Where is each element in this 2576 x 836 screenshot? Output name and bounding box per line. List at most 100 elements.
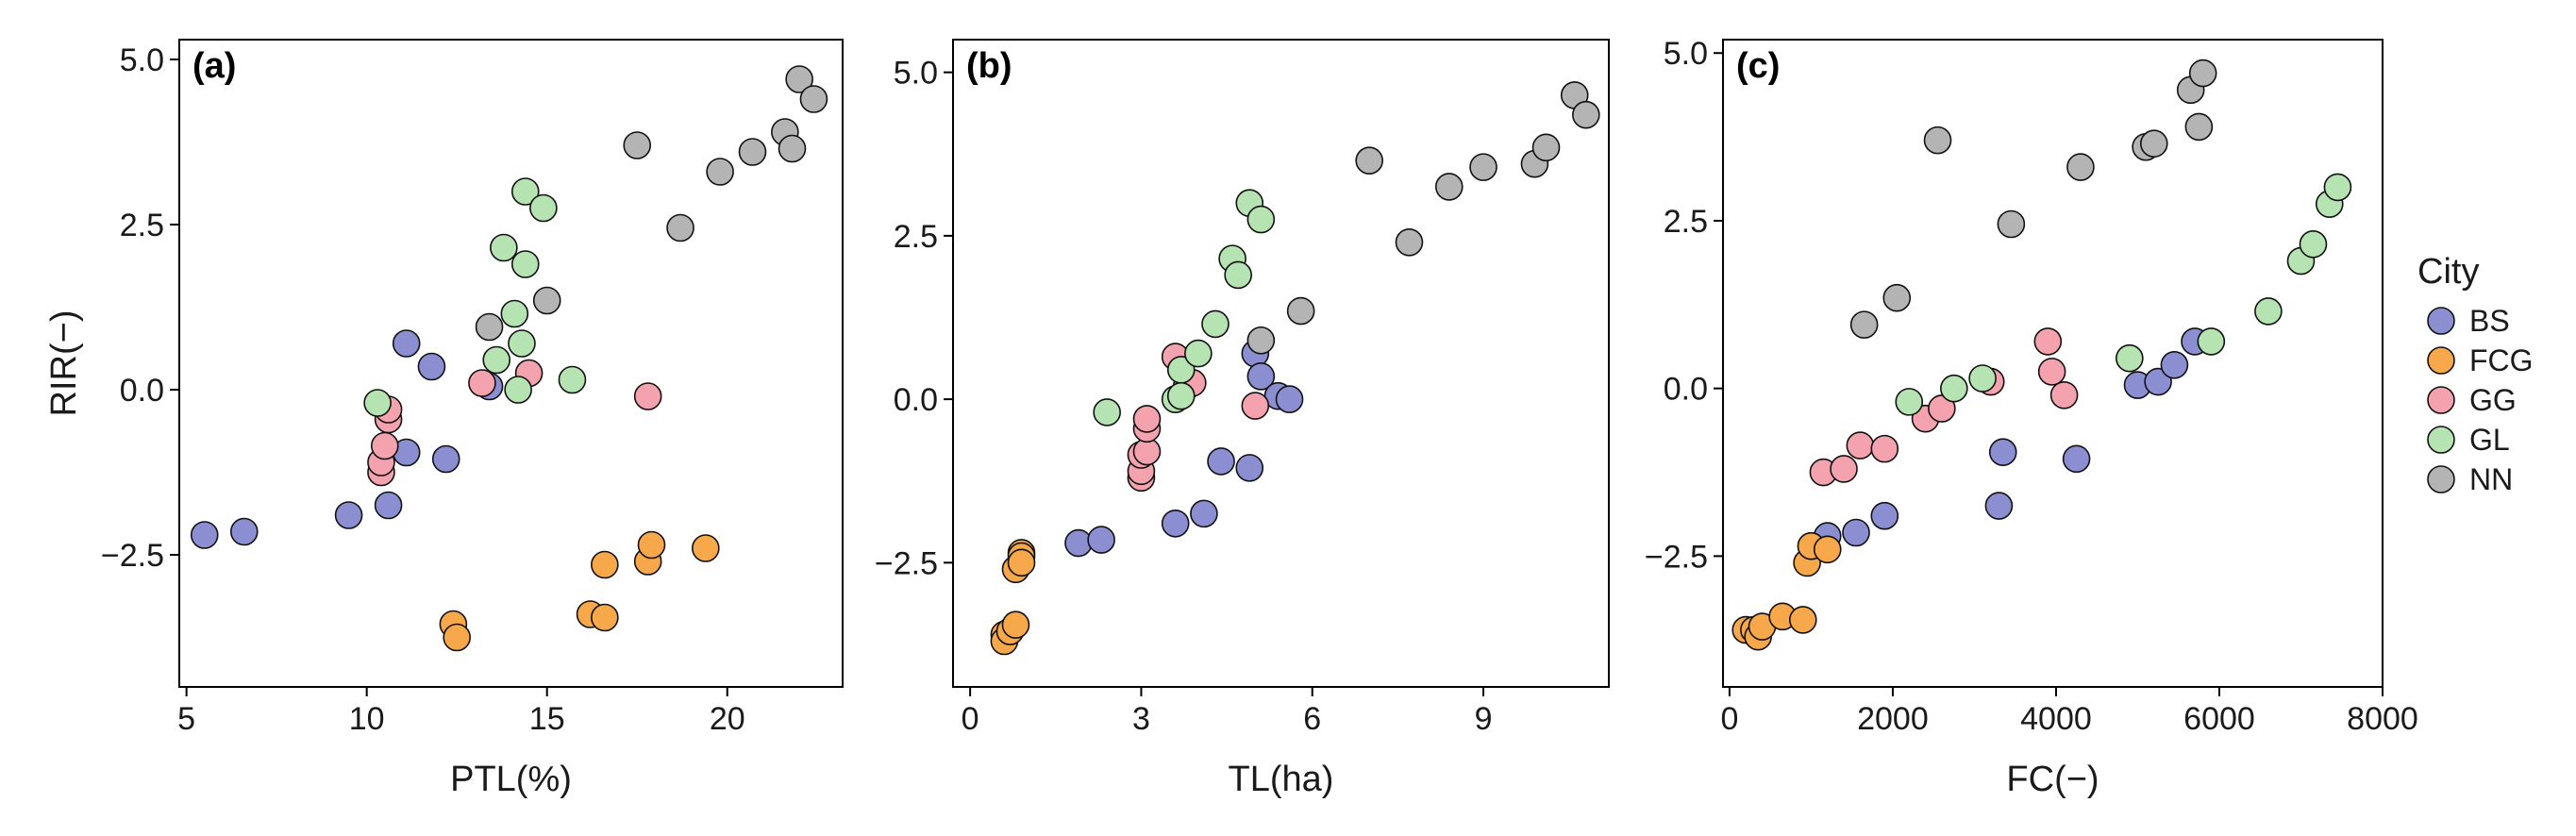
y-tick-label: −2.5 xyxy=(875,545,938,581)
y-tick-label: 0.0 xyxy=(120,373,164,409)
data-point xyxy=(532,286,561,315)
data-point xyxy=(2139,129,2168,158)
data-point xyxy=(2299,230,2328,259)
data-point xyxy=(334,501,363,529)
plot-frame xyxy=(952,39,1610,688)
data-point xyxy=(500,299,529,328)
series-fcg xyxy=(439,530,720,652)
data-point xyxy=(799,85,828,113)
data-point xyxy=(1531,133,1561,162)
data-point xyxy=(637,530,666,560)
y-tick-label: 2.5 xyxy=(120,208,164,243)
x-tick-label: 8000 xyxy=(2347,701,2418,737)
x-axis-title: TL(ha) xyxy=(1229,760,1334,799)
data-point xyxy=(482,345,511,375)
x-tick-label: 6000 xyxy=(2183,701,2255,737)
legend-title: City xyxy=(2417,252,2479,292)
data-point xyxy=(1132,405,1162,433)
data-point xyxy=(1241,392,1270,420)
data-point xyxy=(2254,297,2283,326)
legend-marker xyxy=(2427,386,2455,414)
data-point xyxy=(417,352,446,381)
legend-marker xyxy=(2427,426,2455,454)
plot-frame xyxy=(178,39,844,688)
series-gg xyxy=(367,359,662,487)
data-point xyxy=(1928,394,1956,423)
data-point xyxy=(529,193,558,223)
series-gl xyxy=(1895,173,2352,416)
legend-label: NN xyxy=(2469,462,2513,496)
legend-label: FCG xyxy=(2469,343,2534,377)
data-point xyxy=(1246,326,1276,355)
data-point xyxy=(1846,431,1875,460)
series-nn xyxy=(1849,59,2217,339)
data-point xyxy=(2066,153,2095,181)
series-nn xyxy=(475,65,828,342)
x-tick-label: 2000 xyxy=(1857,701,1929,737)
x-tick-label: 15 xyxy=(529,701,565,737)
data-point xyxy=(1395,228,1424,257)
data-point xyxy=(2323,173,2352,202)
plot-frame xyxy=(1722,39,2384,688)
legend-marker xyxy=(2427,465,2455,493)
data-point xyxy=(558,365,587,394)
data-point xyxy=(1895,388,1924,416)
data-point xyxy=(2144,367,2172,396)
data-point xyxy=(1434,173,1464,201)
series-fcg xyxy=(990,539,1036,656)
data-point xyxy=(1984,492,2014,520)
data-point xyxy=(1184,339,1213,368)
data-point xyxy=(490,233,518,262)
data-point xyxy=(623,131,652,159)
data-point xyxy=(738,138,767,166)
data-point xyxy=(1201,309,1229,339)
panel-b: 0 3 6 9 −2.5 0.0 2.5 5.0 (b) TL(ha) xyxy=(875,39,1610,799)
data-point xyxy=(706,158,734,186)
legend-entry-gg: GG xyxy=(2427,383,2517,417)
data-point xyxy=(1275,385,1304,413)
legend: City BS FCG GG GL NN xyxy=(2417,252,2534,496)
data-point xyxy=(2033,327,2063,356)
data-point xyxy=(468,369,496,397)
data-point xyxy=(1870,434,1899,463)
data-point xyxy=(508,329,536,358)
data-point xyxy=(1161,509,1190,538)
data-point xyxy=(475,312,504,342)
data-point xyxy=(1997,209,2026,239)
data-point xyxy=(1940,374,1968,403)
x-tick-label: 5 xyxy=(177,701,195,737)
data-point xyxy=(1224,260,1252,290)
y-tick-label: −2.5 xyxy=(101,538,164,574)
data-point xyxy=(392,329,421,358)
y-tick-label: 5.0 xyxy=(120,42,164,78)
data-point xyxy=(1001,610,1030,639)
x-tick-label: 3 xyxy=(1132,701,1150,737)
y-tick-label: 0.0 xyxy=(1664,372,1708,408)
data-point xyxy=(1830,455,1858,483)
data-point xyxy=(1788,606,1817,634)
data-point xyxy=(2188,59,2217,88)
data-point xyxy=(1849,310,1879,339)
legend-entry-fcg: FCG xyxy=(2427,343,2534,377)
x-tick-label: 20 xyxy=(710,701,745,737)
data-point xyxy=(2197,327,2226,356)
y-tick-label: 2.5 xyxy=(894,219,938,255)
data-point xyxy=(778,134,807,163)
x-tick-label: 10 xyxy=(349,701,385,737)
data-point xyxy=(1093,398,1121,426)
data-point xyxy=(443,623,471,652)
data-point xyxy=(2116,343,2144,373)
panel-c: 0 2000 4000 6000 8000 −2.5 0.0 2.5 5.0 (c) FC(−) xyxy=(1645,36,2418,799)
data-point xyxy=(1207,447,1235,476)
legend-label: GG xyxy=(2469,383,2517,417)
y-axis-title: RIR(−) xyxy=(44,310,84,417)
x-tick-label: 9 xyxy=(1475,701,1493,737)
data-point xyxy=(1007,548,1036,577)
data-point xyxy=(1235,454,1264,482)
legend-marker xyxy=(2427,346,2455,375)
x-tick-label: 6 xyxy=(1303,701,1321,737)
panel-label: (c) xyxy=(1736,46,1780,86)
series-gg xyxy=(1809,327,2079,487)
series-nn xyxy=(1246,81,1600,355)
data-point xyxy=(1166,381,1196,410)
